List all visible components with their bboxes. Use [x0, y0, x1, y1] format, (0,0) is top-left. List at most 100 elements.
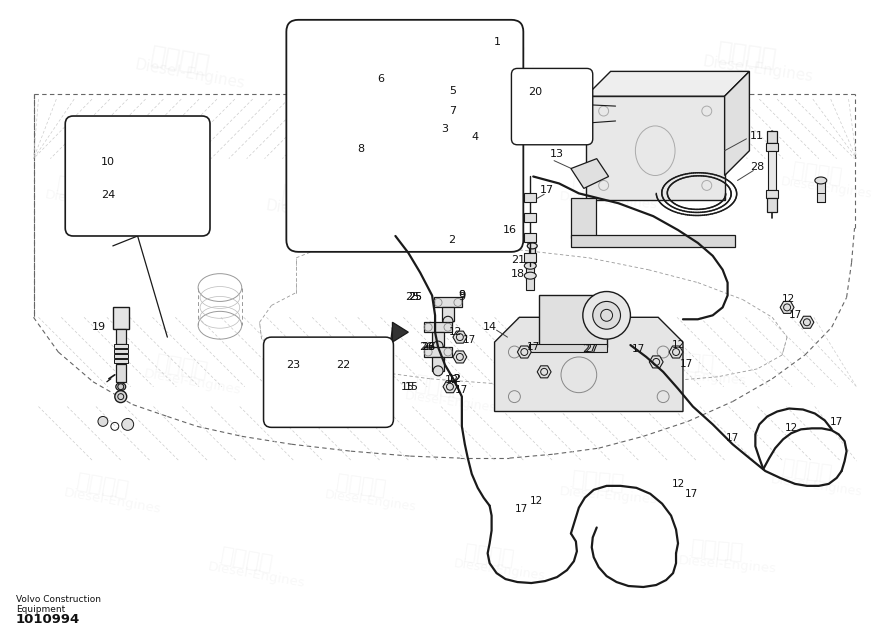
- Circle shape: [544, 111, 560, 127]
- Text: 2: 2: [449, 235, 456, 245]
- Text: 紫发动力: 紫发动力: [716, 38, 779, 70]
- Text: 10: 10: [101, 156, 115, 166]
- Text: 紫发动力: 紫发动力: [219, 546, 275, 575]
- Bar: [409, 106, 422, 116]
- Bar: [767, 198, 777, 212]
- Text: Diesel-Engines: Diesel-Engines: [63, 486, 163, 516]
- Text: Diesel-Engines: Diesel-Engines: [324, 488, 417, 514]
- Bar: [306, 203, 318, 213]
- Bar: [817, 180, 825, 202]
- Bar: [524, 253, 536, 262]
- Bar: [817, 193, 825, 202]
- Circle shape: [403, 175, 447, 219]
- Bar: [310, 227, 405, 235]
- Text: 紫发动力: 紫发动力: [75, 472, 131, 501]
- Bar: [411, 86, 419, 106]
- Bar: [114, 354, 127, 358]
- Text: 27: 27: [584, 344, 598, 354]
- Text: 12: 12: [448, 374, 462, 384]
- Text: Diesel-Engines: Diesel-Engines: [559, 190, 659, 212]
- Bar: [766, 143, 778, 151]
- Text: 12: 12: [445, 375, 459, 385]
- Bar: [442, 307, 454, 322]
- Text: 紫发动力: 紫发动力: [571, 468, 627, 493]
- Circle shape: [122, 418, 134, 430]
- Text: 22: 22: [336, 360, 350, 370]
- Text: 9: 9: [458, 291, 465, 300]
- Text: 紫发动力: 紫发动力: [149, 43, 212, 77]
- Text: 18: 18: [512, 269, 525, 279]
- Bar: [304, 233, 314, 245]
- Bar: [526, 266, 534, 279]
- Polygon shape: [517, 346, 531, 358]
- Text: 紫发动力: 紫发动力: [790, 160, 843, 187]
- Text: 17: 17: [527, 342, 540, 352]
- Polygon shape: [669, 346, 683, 358]
- Circle shape: [346, 386, 360, 399]
- Text: 17: 17: [726, 433, 740, 443]
- Circle shape: [417, 190, 433, 205]
- Circle shape: [117, 384, 124, 390]
- Text: 紫发动力: 紫发动力: [154, 352, 210, 381]
- Text: 25: 25: [409, 293, 423, 303]
- Text: 12: 12: [449, 327, 463, 337]
- Text: 4: 4: [471, 132, 478, 142]
- Text: 5: 5: [449, 86, 457, 96]
- Bar: [114, 349, 127, 353]
- Text: 15: 15: [405, 382, 419, 392]
- Circle shape: [98, 416, 108, 426]
- Text: 11: 11: [749, 131, 764, 141]
- Ellipse shape: [524, 263, 536, 269]
- Circle shape: [433, 366, 443, 376]
- Text: 17: 17: [455, 385, 468, 394]
- FancyBboxPatch shape: [512, 68, 593, 145]
- Circle shape: [443, 317, 453, 326]
- Polygon shape: [443, 381, 457, 392]
- Bar: [539, 296, 607, 347]
- Text: 1: 1: [494, 36, 501, 46]
- Text: 26: 26: [421, 342, 435, 352]
- Text: 3: 3: [441, 124, 449, 134]
- Bar: [434, 298, 462, 307]
- Ellipse shape: [116, 382, 125, 391]
- Bar: [306, 175, 318, 185]
- Polygon shape: [453, 351, 467, 363]
- Bar: [113, 307, 129, 329]
- Bar: [413, 233, 423, 245]
- Text: Diesel-Engines: Diesel-Engines: [134, 57, 247, 92]
- Text: 27: 27: [582, 344, 596, 354]
- Text: 21: 21: [512, 255, 525, 265]
- Polygon shape: [586, 72, 749, 96]
- Text: 17: 17: [632, 344, 645, 354]
- Text: Diesel-Engines: Diesel-Engines: [559, 485, 659, 507]
- Text: 28: 28: [750, 161, 765, 171]
- Bar: [524, 233, 536, 242]
- Bar: [114, 359, 127, 363]
- Circle shape: [593, 301, 620, 329]
- Bar: [433, 357, 444, 371]
- Text: 17: 17: [463, 335, 476, 345]
- Bar: [570, 235, 734, 247]
- Text: 20: 20: [528, 87, 542, 97]
- Text: 7: 7: [449, 106, 457, 116]
- Text: Diesel-Engines: Diesel-Engines: [44, 188, 142, 219]
- Text: Diesel-Engines: Diesel-Engines: [403, 389, 497, 414]
- Text: 12: 12: [530, 495, 543, 506]
- Text: 12: 12: [784, 423, 797, 433]
- Polygon shape: [538, 366, 551, 378]
- Circle shape: [115, 391, 126, 403]
- Text: 17: 17: [685, 489, 699, 499]
- Bar: [116, 364, 125, 382]
- Text: 12: 12: [671, 340, 684, 350]
- Bar: [768, 151, 776, 190]
- Text: Diesel-Engines: Diesel-Engines: [264, 198, 377, 229]
- Text: 17: 17: [789, 310, 802, 320]
- FancyBboxPatch shape: [65, 116, 210, 236]
- Bar: [526, 276, 534, 290]
- Ellipse shape: [426, 132, 444, 142]
- Text: 23: 23: [287, 360, 300, 370]
- Polygon shape: [570, 159, 609, 188]
- Text: 6: 6: [377, 74, 384, 84]
- Bar: [407, 74, 425, 86]
- Text: 19: 19: [92, 322, 106, 332]
